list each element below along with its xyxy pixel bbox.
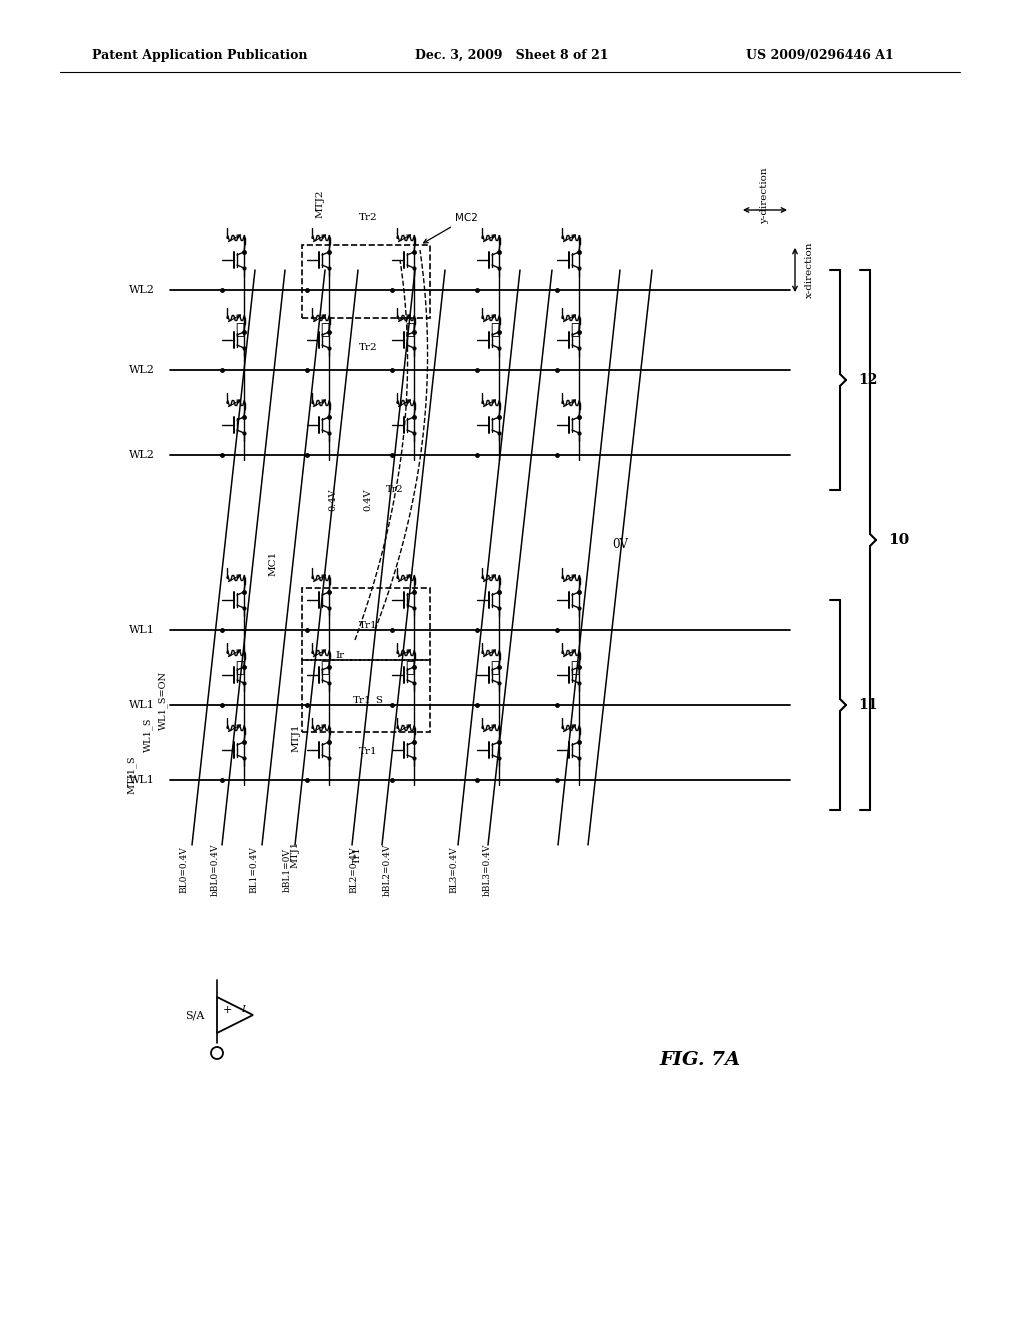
- Text: Ir: Ir: [336, 651, 344, 660]
- Text: BL0=0.4V: BL0=0.4V: [179, 846, 188, 894]
- Bar: [302, 587, 430, 660]
- Text: WL1_S: WL1_S: [143, 718, 153, 752]
- Text: WL2: WL2: [129, 450, 155, 459]
- Text: Tr2: Tr2: [358, 343, 377, 352]
- Text: Tr1: Tr1: [358, 620, 377, 630]
- Text: ⋯: ⋯: [321, 323, 330, 337]
- Text: ⋯: ⋯: [406, 661, 415, 675]
- Text: MC1: MC1: [269, 550, 278, 576]
- Text: WL1: WL1: [129, 624, 155, 635]
- Text: y-direction: y-direction: [761, 168, 769, 224]
- Text: BL2=0.4V: BL2=0.4V: [349, 846, 358, 894]
- Text: 0.4V: 0.4V: [364, 488, 373, 511]
- Text: 12: 12: [858, 374, 878, 387]
- Text: ⋯: ⋯: [490, 661, 500, 675]
- Text: ⋯: ⋯: [321, 661, 330, 675]
- Text: Tr2: Tr2: [358, 213, 377, 222]
- Text: Tr1_S: Tr1_S: [352, 696, 384, 705]
- Text: ⋯: ⋯: [570, 323, 580, 337]
- Text: 0V: 0V: [612, 539, 628, 552]
- Text: S/A: S/A: [185, 1010, 205, 1020]
- Text: bBL2=0.4V: bBL2=0.4V: [383, 843, 392, 896]
- Text: Tr2: Tr2: [386, 486, 403, 495]
- Text: WL1_S=ON: WL1_S=ON: [158, 671, 168, 730]
- Text: ⋯: ⋯: [570, 661, 580, 675]
- Text: MTJ1: MTJ1: [292, 723, 300, 752]
- Text: MTJ2: MTJ2: [315, 190, 325, 218]
- Text: WL2: WL2: [129, 366, 155, 375]
- Text: I: I: [241, 1006, 245, 1015]
- Text: FIG. 7A: FIG. 7A: [659, 1051, 740, 1069]
- Text: bBL1=0V: bBL1=0V: [283, 847, 292, 892]
- Text: ⋯: ⋯: [490, 323, 500, 337]
- Text: bBL3=0.4V: bBL3=0.4V: [483, 843, 492, 896]
- Text: MTJ1: MTJ1: [291, 842, 299, 869]
- Text: Tr1: Tr1: [352, 846, 361, 863]
- Text: 11: 11: [858, 698, 878, 711]
- Text: BL1=0.4V: BL1=0.4V: [249, 846, 258, 894]
- Text: 0.4V: 0.4V: [329, 488, 338, 511]
- Bar: [302, 660, 430, 733]
- Text: US 2009/0296446 A1: US 2009/0296446 A1: [746, 49, 894, 62]
- Text: Patent Application Publication: Patent Application Publication: [92, 49, 308, 62]
- Text: WL1: WL1: [129, 775, 155, 785]
- Text: MTJ1_S: MTJ1_S: [127, 755, 137, 795]
- Text: ⋯: ⋯: [236, 661, 245, 675]
- Text: Dec. 3, 2009   Sheet 8 of 21: Dec. 3, 2009 Sheet 8 of 21: [416, 49, 608, 62]
- Text: +: +: [222, 1005, 231, 1015]
- Bar: [302, 246, 430, 318]
- Text: MC2: MC2: [424, 213, 478, 243]
- Text: Tr1: Tr1: [358, 747, 377, 756]
- Text: ⋯: ⋯: [406, 323, 415, 337]
- Text: 10: 10: [888, 533, 909, 546]
- Text: bBL0=0.4V: bBL0=0.4V: [211, 843, 220, 896]
- Text: x-direction: x-direction: [805, 242, 813, 298]
- Text: WL1: WL1: [129, 700, 155, 710]
- Text: WL2: WL2: [129, 285, 155, 294]
- Text: ⋯: ⋯: [236, 323, 245, 337]
- Text: BL3=0.4V: BL3=0.4V: [449, 846, 458, 894]
